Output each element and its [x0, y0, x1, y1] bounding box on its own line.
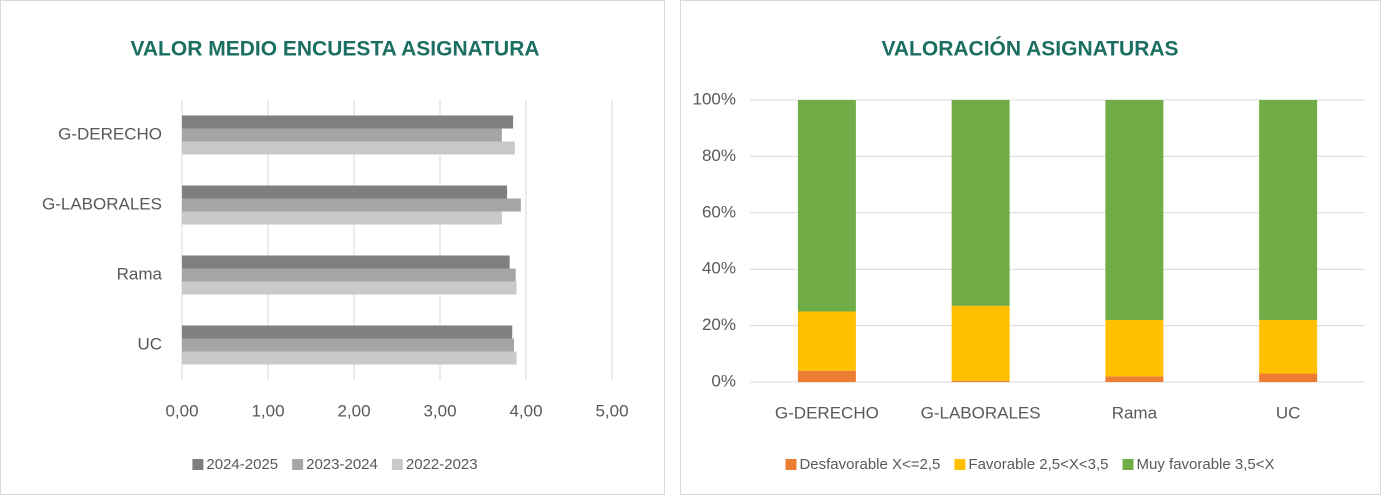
- legend-swatch: [391, 459, 403, 470]
- bar: [182, 115, 514, 129]
- bar: [182, 281, 517, 295]
- x-tick-label: 1,00: [251, 401, 284, 420]
- y-tick-label: 20%: [702, 315, 736, 334]
- x-tick-label: G-LABORALES: [921, 403, 1041, 422]
- x-tick-label: UC: [1276, 403, 1301, 422]
- bar: [182, 268, 516, 282]
- bar: [182, 198, 521, 212]
- legend-label: Muy favorable 3,5<X: [1137, 456, 1275, 473]
- legend-label: Favorable 2,5<X<3,5: [968, 456, 1108, 473]
- legend-swatch: [785, 459, 797, 470]
- legend-swatch: [192, 459, 204, 470]
- bar: [951, 100, 1010, 306]
- bar: [182, 338, 514, 352]
- x-tick-label: Rama: [1112, 403, 1158, 422]
- bar: [797, 100, 856, 312]
- bar: [182, 351, 517, 365]
- y-tick-label: 80%: [702, 146, 736, 165]
- legend-label: 2023-2024: [306, 456, 378, 473]
- legend-label: Desfavorable X<=2,5: [799, 456, 940, 473]
- bar: [182, 211, 502, 225]
- legend-label: 2022-2023: [406, 456, 478, 473]
- y-tick-label: 0%: [711, 371, 736, 390]
- bar: [1259, 319, 1318, 374]
- x-tick-label: 4,00: [509, 401, 542, 420]
- y-tick-label: 100%: [693, 89, 736, 108]
- legend-swatch: [1122, 459, 1134, 470]
- x-tick-label: 3,00: [423, 401, 456, 420]
- x-tick-label: 5,00: [595, 401, 628, 420]
- y-tick-label: G-LABORALES: [42, 194, 162, 213]
- bar: [951, 380, 1010, 382]
- legend-swatch: [954, 459, 966, 470]
- bar: [1105, 376, 1164, 382]
- bar: [182, 185, 508, 199]
- bar: [1105, 100, 1164, 320]
- bar: [1259, 373, 1318, 382]
- y-tick-label: 40%: [702, 259, 736, 278]
- legend-label: 2024-2025: [206, 456, 278, 473]
- legend-swatch: [292, 459, 304, 470]
- y-tick-label: Rama: [117, 264, 163, 283]
- bar: [182, 141, 515, 155]
- x-tick-label: 2,00: [337, 401, 370, 420]
- y-tick-label: 60%: [702, 202, 736, 221]
- panel: [0, 0, 665, 495]
- bar: [182, 325, 513, 339]
- bar: [1105, 319, 1164, 377]
- bar: [797, 311, 856, 371]
- bar: [1259, 100, 1318, 320]
- x-tick-label: 0,00: [165, 401, 198, 420]
- chart-title: VALOR MEDIO ENCUESTA ASIGNATURA: [130, 38, 539, 61]
- bar: [797, 370, 856, 382]
- y-tick-label: G-DERECHO: [58, 124, 162, 143]
- chart-title: VALORACIÓN ASIGNATURAS: [881, 37, 1178, 61]
- bar: [182, 255, 510, 269]
- bar: [951, 305, 1010, 381]
- x-tick-label: G-DERECHO: [775, 403, 879, 422]
- y-tick-label: UC: [137, 334, 162, 353]
- bar: [182, 128, 502, 142]
